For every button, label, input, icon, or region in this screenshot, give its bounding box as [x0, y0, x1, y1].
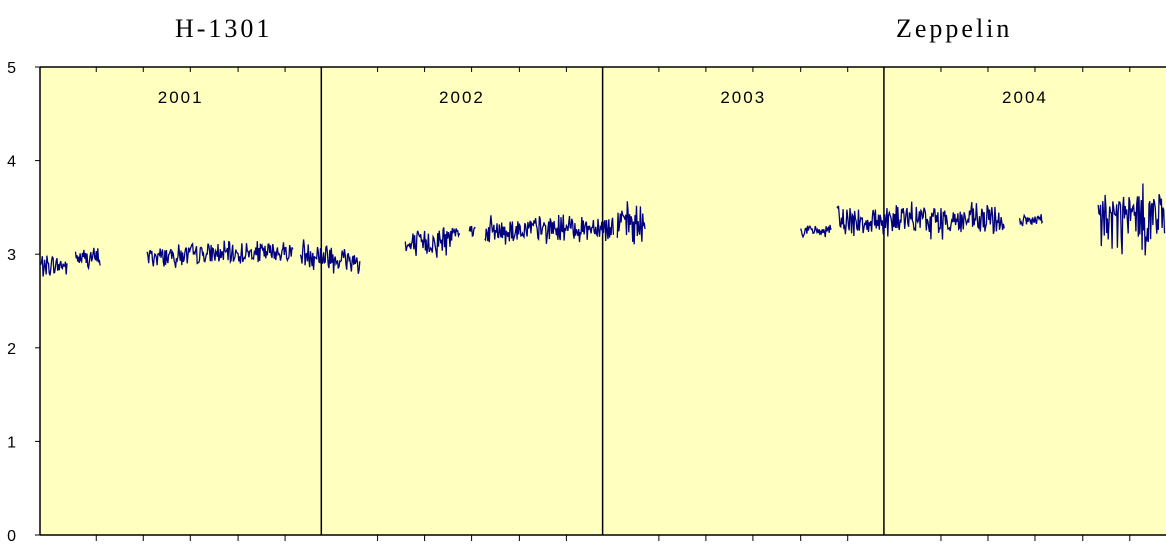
series-line-segment-0 [39, 255, 68, 277]
year-label-2003: 2003 [720, 88, 766, 107]
station-label-h1301: H-1301 [175, 14, 273, 43]
series-line-segment-3 [299, 239, 361, 274]
year-label-2001: 2001 [158, 88, 204, 107]
y-tick-label-2: 2 [7, 341, 16, 358]
series-line-segment-8 [616, 201, 646, 245]
y-tick-label-1: 1 [7, 434, 16, 451]
series-line-segment-12 [1097, 183, 1166, 256]
year-label-2004: 2004 [1002, 88, 1048, 107]
series-line-segment-11 [1018, 213, 1044, 227]
series-line-segment-9 [800, 224, 832, 239]
series-line-segment-2 [146, 240, 294, 268]
series-line-segment-6 [468, 225, 476, 238]
y-tick-label-5: 5 [7, 60, 16, 77]
y-tick-label-4: 4 [7, 154, 16, 171]
year-label-2002: 2002 [439, 88, 485, 107]
series-line-segment-4 [404, 227, 453, 258]
series-line-segment-10 [836, 201, 1005, 240]
y-tick-label-3: 3 [7, 247, 16, 264]
series-line-segment-7 [484, 214, 615, 245]
y-tick-label-0: 0 [7, 528, 16, 544]
series-line-segment-1 [74, 247, 101, 271]
series-line-segment-5 [451, 227, 461, 239]
station-label-zeppelin: Zeppelin [896, 14, 1013, 43]
